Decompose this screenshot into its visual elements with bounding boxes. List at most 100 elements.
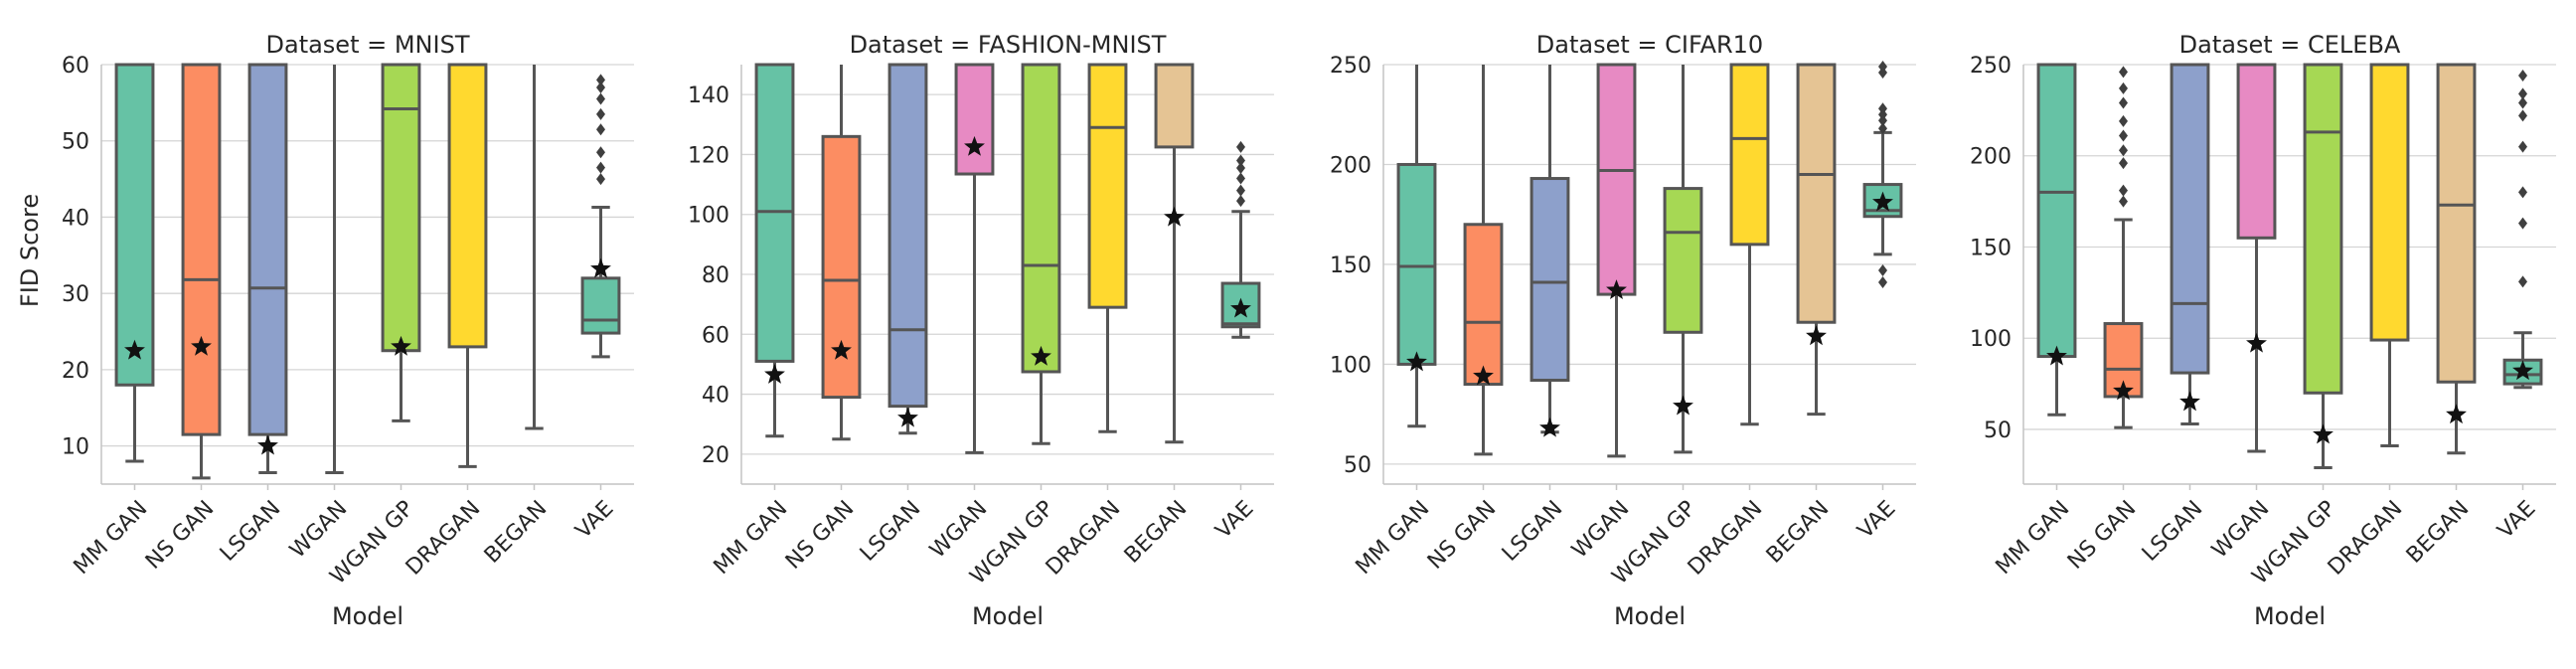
x-tick-label: BEGAN <box>1762 496 1835 569</box>
box-wgan-gp <box>381 63 421 422</box>
box-ns-gan <box>821 65 862 441</box>
best-score-star <box>191 335 212 356</box>
outlier-point <box>1236 184 1245 197</box>
outlier-point <box>596 74 605 86</box>
x-tick-label: LSGAN <box>2138 496 2208 567</box>
outlier-point <box>2119 129 2128 142</box>
y-tick-label: 10 <box>62 435 89 460</box>
box-mm-gan <box>1396 65 1437 428</box>
best-score-star <box>1164 206 1185 227</box>
x-tick-label: BEGAN <box>1120 496 1193 569</box>
box-body <box>1154 63 1195 149</box>
x-tick-label: WGAN <box>2207 496 2274 563</box>
best-score-star <box>590 257 611 278</box>
outlier-point <box>1878 102 1887 115</box>
best-score-star <box>1539 417 1560 437</box>
chart-title: Dataset = CIFAR10 <box>1536 31 1763 59</box>
chart-title: Dataset = CELEBA <box>2179 31 2401 59</box>
outlier-point <box>1236 154 1245 167</box>
box-body <box>2103 322 2144 399</box>
y-tick-label: 30 <box>62 282 89 307</box>
x-tick-label: WGAN <box>285 496 352 563</box>
best-score-star <box>1806 325 1827 346</box>
outlier-point <box>2119 82 2128 94</box>
best-score-star <box>2446 404 2467 424</box>
y-tick-label: 20 <box>702 443 729 468</box>
outlier-point <box>2518 140 2527 153</box>
best-score-star <box>2113 380 2134 401</box>
outlier-point <box>596 146 605 159</box>
outlier-point <box>2518 275 2527 288</box>
box-ns-gan <box>1463 65 1504 456</box>
outlier-point <box>1236 140 1245 153</box>
x-tick-label: DRAGAN <box>402 496 486 581</box>
box-body <box>2436 63 2477 384</box>
box-wgan-gp <box>1021 63 1061 445</box>
box-began <box>2436 63 2477 455</box>
chart-panel-3: 50 100 150 200 250 Dataset = CIFAR10 Model MM G… <box>1330 31 1916 630</box>
best-score-star <box>2246 332 2267 353</box>
x-axis-label: Model <box>332 602 403 630</box>
chart-panel-4: 50 100 150 200 250 Dataset = CELEBA Model MM GA… <box>1970 31 2556 630</box>
y-tick-label: 50 <box>1344 453 1371 478</box>
outlier-point <box>1878 108 1887 121</box>
box-dragan <box>1729 63 1770 426</box>
x-tick-label: MM GAN <box>710 496 793 580</box>
box-body <box>2036 63 2077 359</box>
y-tick-label: 50 <box>1984 418 2012 443</box>
x-tick-label: DRAGAN <box>2324 496 2408 581</box>
y-tick-label: 150 <box>1970 236 2012 260</box>
outlier-point <box>2119 144 2128 157</box>
outlier-point <box>1878 114 1887 127</box>
outlier-point <box>596 161 605 174</box>
box-body <box>2303 63 2343 395</box>
y-tick-label: 250 <box>1970 54 2012 79</box>
outlier-point <box>596 82 605 94</box>
outlier-point <box>2119 66 2128 79</box>
outlier-point <box>596 173 605 186</box>
box-wgan-gp <box>1663 65 1703 454</box>
box-body <box>181 63 222 436</box>
outlier-point <box>1878 61 1887 74</box>
box-body <box>821 134 862 400</box>
y-tick-label: 60 <box>702 323 729 348</box>
y-tick-label: 200 <box>1330 153 1371 178</box>
x-tick-label: MM GAN <box>1992 496 2075 580</box>
box-began <box>1796 63 1837 417</box>
box-began <box>525 65 544 430</box>
box-body <box>1396 162 1437 366</box>
outlier-point <box>2518 109 2527 122</box>
outlier-point <box>596 123 605 136</box>
y-tick-label: 100 <box>688 204 729 229</box>
best-score-star <box>391 335 411 356</box>
y-tick-label: 40 <box>62 206 89 231</box>
x-tick-label: NS GAN <box>1423 496 1501 574</box>
y-tick-label: 100 <box>1330 353 1371 378</box>
chart-title: Dataset = FASHION-MNIST <box>850 31 1167 59</box>
x-tick-label: WGAN <box>925 496 992 563</box>
best-score-star <box>2179 391 2200 412</box>
outlier-point <box>1236 161 1245 174</box>
x-tick-label: NS GAN <box>781 496 859 574</box>
outlier-point <box>596 92 605 105</box>
outlier-point <box>2518 96 2527 109</box>
box-lsgan <box>247 63 288 474</box>
outlier-point <box>2119 184 2128 197</box>
best-score-star <box>1673 395 1693 416</box>
x-tick-label: DRAGAN <box>1684 496 1768 581</box>
box-body <box>247 63 288 436</box>
box-body <box>1530 177 1570 383</box>
outlier-point <box>2518 87 2527 100</box>
box-dragan <box>447 63 488 468</box>
box-body <box>887 63 928 409</box>
x-tick-label: VAE <box>1211 496 1259 544</box>
y-tick-label: 100 <box>1970 327 2012 352</box>
y-tick-label: 60 <box>62 54 89 79</box>
y-tick-label: 200 <box>1970 145 2012 170</box>
box-body <box>1596 63 1637 296</box>
best-score-star <box>831 339 852 360</box>
x-tick-label: MM GAN <box>1352 496 1435 580</box>
best-score-star <box>257 434 278 455</box>
x-tick-label: LSGAN <box>856 496 926 567</box>
